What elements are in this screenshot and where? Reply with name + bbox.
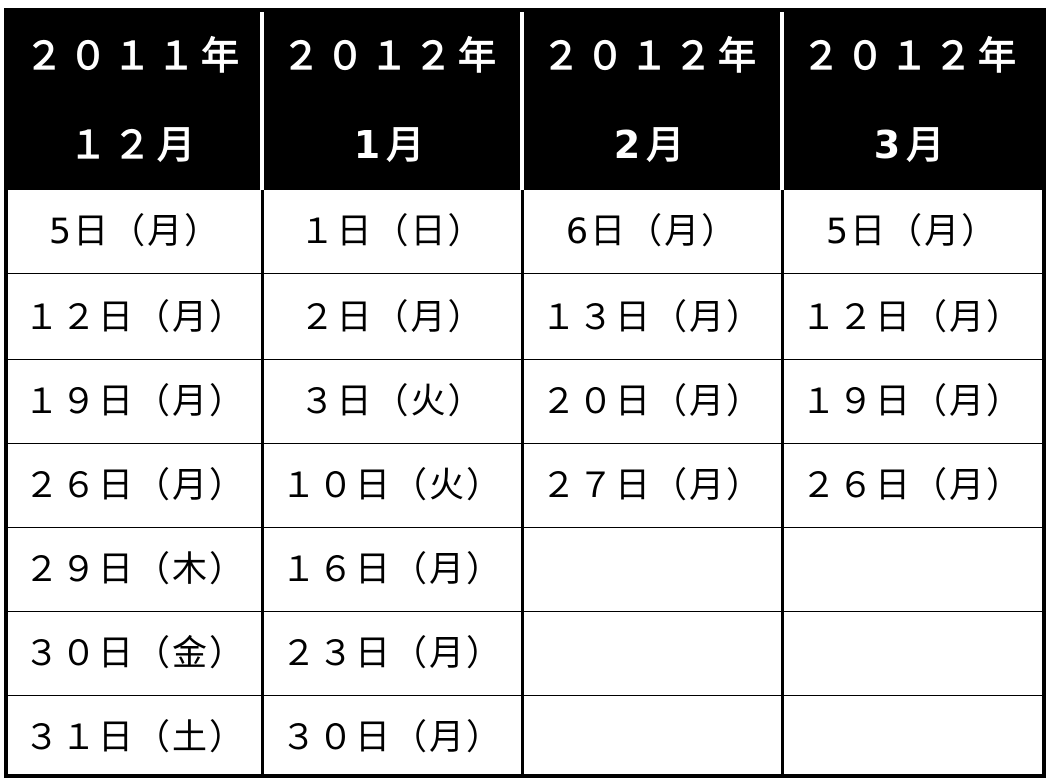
month-column: ２０１２年 3月 5日（月） １２日（月） １９日（月） ２６日（月） bbox=[782, 12, 1042, 774]
month-column: ２０１２年 2月 6日（月） １３日（月） ２０日（月） ２７日（月） bbox=[522, 12, 782, 774]
date-cell bbox=[782, 612, 1042, 696]
date-cell: １２日（月） bbox=[782, 276, 1042, 360]
column-divider bbox=[781, 190, 784, 774]
date-cell bbox=[522, 612, 782, 696]
header-month: 2月 bbox=[613, 123, 691, 167]
date-cell: １０日（火） bbox=[262, 444, 522, 528]
date-cell bbox=[522, 528, 782, 612]
date-cell: ３０日（金） bbox=[8, 612, 262, 696]
date-cell: ２３日（月） bbox=[262, 612, 522, 696]
header-month: １２月 bbox=[68, 123, 201, 167]
date-cell: ３０日（月） bbox=[280, 718, 503, 758]
date-cell bbox=[522, 696, 782, 780]
column-header: ２０１２年 2月 bbox=[522, 12, 782, 190]
header-divider bbox=[780, 12, 784, 190]
header-year: ２０１２年 bbox=[801, 34, 1022, 78]
date-cell: １日（日） bbox=[262, 190, 522, 274]
date-cell: 6日（月） bbox=[522, 190, 782, 274]
date-cell: １６日（月） bbox=[262, 528, 522, 612]
month-column: ２０１２年 1月 １日（日） ２日（月） ３日（火） １０日（火） １６日（月） ２３日（月）… bbox=[262, 12, 522, 774]
date-cell bbox=[782, 696, 1042, 780]
date-cell: ２０日（月） bbox=[522, 360, 782, 444]
column-divider bbox=[521, 190, 524, 774]
date-cell: ２６日（月） bbox=[782, 444, 1042, 528]
header-year: ２０１１年 bbox=[24, 34, 245, 78]
column-header: ２０１２年 1月 bbox=[262, 12, 522, 190]
date-cell: 5日（月） bbox=[8, 190, 262, 274]
date-cell bbox=[782, 528, 1042, 612]
date-cell: 5日（月） bbox=[782, 190, 1042, 274]
column-header: ２０１２年 3月 bbox=[782, 12, 1042, 190]
date-cell: ２６日（月） bbox=[8, 444, 262, 528]
header-month: 3月 bbox=[873, 123, 951, 167]
month-column: ２０１１年 １２月 5日（月） １２日（月） １９日（月） ２６日（月） ２９日（木） ３０日… bbox=[8, 12, 262, 774]
date-cell: ２９日（木） bbox=[8, 528, 262, 612]
header-divider bbox=[520, 12, 524, 190]
header-month: 1月 bbox=[353, 123, 431, 167]
date-cell: １３日（月） bbox=[522, 276, 782, 360]
date-cell: １２日（月） bbox=[8, 276, 262, 360]
date-cell: ２日（月） bbox=[262, 276, 522, 360]
date-cell: ３日（火） bbox=[262, 360, 522, 444]
column-header: ２０１１年 １２月 bbox=[8, 12, 262, 190]
date-cell: ３１日（土） bbox=[23, 718, 246, 758]
date-cell: ２７日（月） bbox=[522, 444, 782, 528]
header-year: ２０１２年 bbox=[281, 34, 502, 78]
date-cell: １９日（月） bbox=[8, 360, 262, 444]
schedule-table: ２０１１年 １２月 5日（月） １２日（月） １９日（月） ２６日（月） ２９日（木） ３０日… bbox=[4, 8, 1046, 778]
header-divider bbox=[260, 12, 264, 190]
date-cell: １９日（月） bbox=[782, 360, 1042, 444]
column-divider bbox=[261, 190, 264, 774]
header-year: ２０１２年 bbox=[541, 34, 762, 78]
